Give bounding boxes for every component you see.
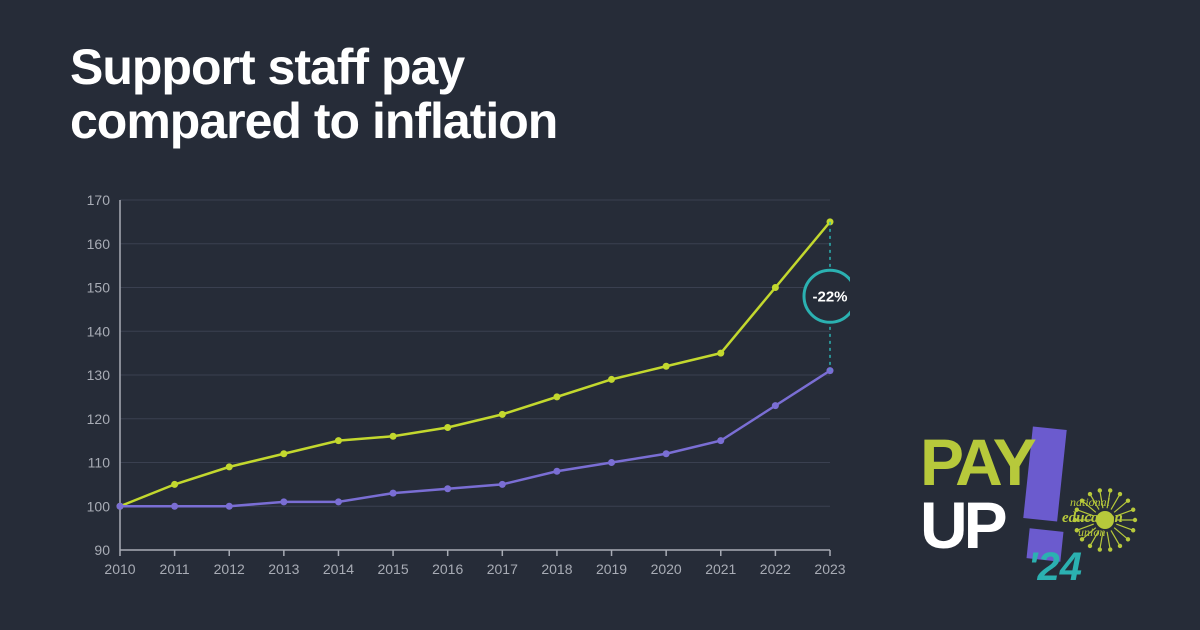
svg-text:170: 170 <box>87 192 111 208</box>
svg-text:-22%: -22% <box>812 288 847 305</box>
svg-text:2016: 2016 <box>432 561 463 577</box>
svg-text:120: 120 <box>87 411 111 427</box>
svg-text:2012: 2012 <box>214 561 245 577</box>
svg-text:160: 160 <box>87 236 111 252</box>
title-line-1: Support staff pay <box>70 39 464 95</box>
page-title: Support staff pay compared to inflation <box>70 40 557 148</box>
line-chart: 90 100 110 120 130 140 150 160 170 2010 2011 2012 20… <box>70 190 850 590</box>
svg-text:130: 130 <box>87 367 111 383</box>
svg-text:2022: 2022 <box>760 561 791 577</box>
svg-text:2021: 2021 <box>705 561 736 577</box>
svg-text:2023: 2023 <box>814 561 845 577</box>
svg-text:2019: 2019 <box>596 561 627 577</box>
chart-container: 90 100 110 120 130 140 150 160 170 2010 2011 2012 20… <box>70 190 850 590</box>
svg-text:'24: '24 <box>1028 545 1082 589</box>
svg-text:2018: 2018 <box>541 561 572 577</box>
svg-text:2020: 2020 <box>651 561 682 577</box>
svg-text:110: 110 <box>88 455 111 471</box>
svg-text:2011: 2011 <box>160 561 190 577</box>
payup-logo-svg: PAYUP'24nationaleducationunion <box>920 420 1150 590</box>
svg-text:2010: 2010 <box>104 561 135 577</box>
svg-text:2017: 2017 <box>487 561 518 577</box>
svg-text:2014: 2014 <box>323 561 354 577</box>
svg-text:UP: UP <box>920 488 1006 562</box>
svg-text:90: 90 <box>94 542 110 558</box>
svg-text:100: 100 <box>87 498 111 514</box>
svg-text:140: 140 <box>87 323 111 339</box>
title-line-2: compared to inflation <box>70 93 557 149</box>
svg-text:education: education <box>1062 510 1123 526</box>
payup-logo: PAYUP'24nationaleducationunion <box>920 420 1150 590</box>
svg-text:national: national <box>1070 495 1111 509</box>
svg-text:union: union <box>1078 525 1105 539</box>
svg-text:150: 150 <box>87 280 111 296</box>
svg-text:2013: 2013 <box>268 561 299 577</box>
svg-text:2015: 2015 <box>377 561 408 577</box>
